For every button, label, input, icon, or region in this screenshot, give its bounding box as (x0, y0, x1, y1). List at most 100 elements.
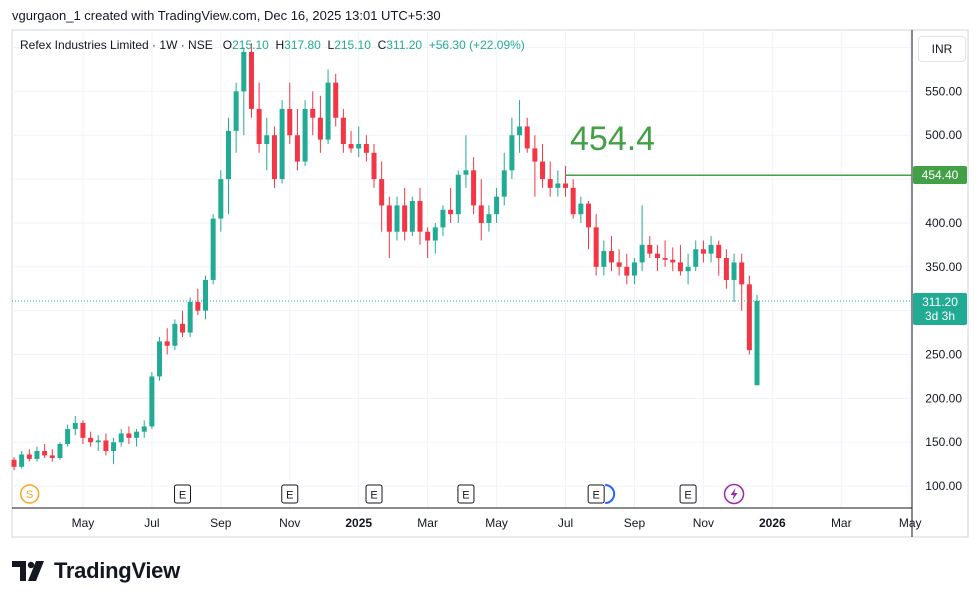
candle-body (555, 183, 561, 188)
symbol-legend[interactable]: Refex Industries Limited · 1W · NSE O215… (20, 38, 525, 52)
candle (639, 205, 645, 272)
candles (11, 43, 760, 471)
y-tick-label: 400.00 (925, 216, 962, 230)
candle (302, 100, 308, 166)
earnings-icon (679, 484, 697, 504)
earnings-letter: E (179, 490, 186, 502)
candle (233, 82, 239, 153)
candle-body (302, 108, 308, 162)
earnings-event-marker[interactable]: E (679, 484, 697, 504)
candle-body (333, 82, 339, 118)
candle-body (149, 376, 155, 427)
candle-body (532, 148, 538, 162)
candle (754, 294, 760, 386)
earnings-event-marker[interactable]: E (457, 484, 475, 504)
candle (394, 196, 400, 241)
candle-body (417, 201, 423, 232)
candle (57, 442, 63, 460)
time-axis[interactable]: May Jul Sep Nov 2025 Mar May Jul Sep Nov 2026 Mar Ma… (72, 516, 922, 530)
candle (631, 258, 637, 285)
candle (739, 253, 745, 311)
candle-body (647, 244, 653, 254)
candle-body (409, 201, 415, 232)
candle (103, 433, 109, 456)
candle-body (563, 183, 569, 188)
candle (693, 240, 699, 272)
candle (746, 275, 752, 355)
candle (517, 100, 523, 153)
candle (141, 420, 147, 438)
candle (708, 236, 714, 263)
candle-body (402, 205, 408, 232)
candle-body (386, 205, 392, 232)
candle-body (731, 262, 737, 280)
candle-body (547, 179, 553, 188)
split-event-marker[interactable]: S (19, 484, 40, 504)
candle-body (287, 108, 293, 136)
y-tick-label: 350.00 (925, 260, 962, 274)
x-tick-label: 2026 (759, 516, 786, 530)
earnings-event-marker[interactable]: E (174, 484, 192, 504)
bar-countdown: 3d 3h (924, 309, 956, 323)
candle-body (248, 51, 254, 109)
candle (287, 82, 293, 145)
candle (478, 179, 484, 241)
candle-body (34, 450, 40, 459)
candle (570, 179, 576, 219)
candle (448, 187, 454, 223)
candle (126, 426, 132, 444)
x-tick-label: May (899, 516, 922, 530)
candle-body (57, 443, 63, 459)
candle-body (425, 231, 431, 241)
candle-body (118, 433, 124, 443)
earnings-letter: E (462, 490, 469, 502)
candle (157, 336, 163, 381)
candle-body (700, 249, 706, 254)
earnings-event-marker[interactable]: E (281, 484, 299, 504)
low-label: L (327, 38, 335, 52)
candle-body (363, 144, 369, 153)
earnings-event-marker[interactable]: E (365, 484, 383, 504)
split-letter: S (26, 489, 33, 501)
candle (409, 196, 415, 237)
candle (19, 450, 25, 469)
x-tick-label: 2025 (345, 516, 372, 530)
candle (425, 227, 431, 259)
candle (685, 253, 691, 285)
annotation-text[interactable]: 454.4 (570, 120, 656, 158)
dividend-arc-icon (605, 484, 616, 504)
candle-body (310, 108, 316, 118)
candle (386, 196, 392, 259)
candle-body (517, 126, 523, 136)
earnings-event-marker[interactable]: E (587, 484, 605, 504)
candle (440, 205, 446, 237)
x-tick-label: May (72, 516, 95, 530)
candle (95, 435, 101, 451)
candle (248, 43, 254, 118)
candle-body (111, 442, 117, 451)
candle (563, 165, 569, 197)
candle (279, 100, 285, 184)
lightning-event-marker[interactable] (723, 483, 745, 505)
y-tick-label: 250.00 (925, 348, 962, 362)
tradingview-logo-icon (12, 561, 44, 581)
tradingview-logo[interactable]: TradingView (12, 558, 180, 584)
price-axis[interactable]: 100.00150.00200.00250.00300.00350.00400.… (925, 41, 962, 494)
candle (731, 253, 737, 302)
earnings-icon (457, 484, 475, 504)
candle-body (95, 440, 101, 443)
candle (540, 144, 546, 188)
candle (624, 253, 630, 285)
candle-body (187, 301, 193, 333)
annotation-price-tag: 454.40 (913, 166, 967, 185)
currency-button[interactable]: INR (918, 36, 966, 62)
candle (463, 135, 469, 188)
candle (164, 328, 170, 355)
candle (294, 108, 300, 171)
x-tick-label: May (485, 516, 508, 530)
candle (662, 240, 668, 267)
close-label: C (377, 38, 387, 52)
candle (417, 187, 423, 245)
